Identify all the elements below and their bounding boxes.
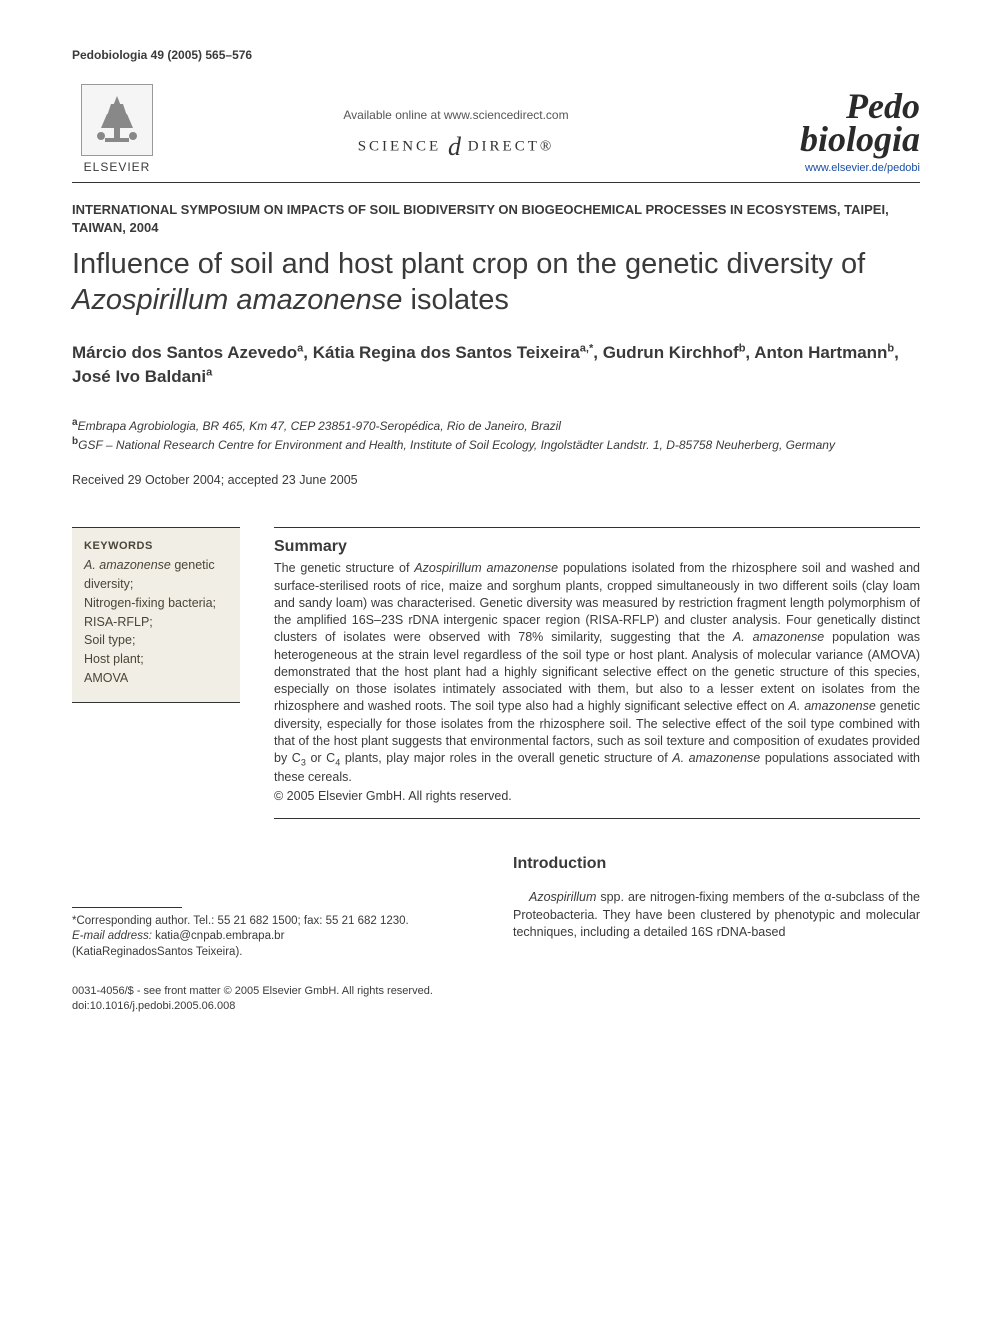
sd-pre: SCIENCE — [358, 138, 442, 154]
author-4-sup: b — [887, 342, 894, 354]
keywords-box: KEYWORDS A. amazonense genetic diversity… — [72, 527, 240, 702]
publisher-label: ELSEVIER — [84, 160, 151, 174]
summary-label: Summary — [274, 538, 920, 556]
author-3: Gudrun Kirchhof — [603, 343, 739, 362]
authors-line: Márcio dos Santos Azevedoa, Kátia Regina… — [72, 341, 920, 390]
author-3-sup: b — [739, 342, 746, 354]
intro-heading: Introduction — [513, 853, 920, 875]
intro-text: Azospirillum spp. are nitrogen-fixing me… — [513, 889, 920, 942]
footer-line1: 0031-4056/$ - see front matter © 2005 El… — [72, 984, 920, 999]
aff-a: Embrapa Agrobiologia, BR 465, Km 47, CEP… — [78, 419, 561, 433]
footnote-email-name: (KatiaReginadosSantos Teixeira). — [72, 945, 479, 961]
footer-line2: doi:10.1016/j.pedobi.2005.06.008 — [72, 999, 920, 1014]
summary-block: Summary The genetic structure of Azospir… — [274, 527, 920, 818]
aff-b: GSF – National Research Centre for Envir… — [78, 438, 835, 452]
journal-link[interactable]: www.elsevier.de/pedobi — [750, 162, 920, 174]
footnote-email-line: E-mail address: katia@cnpab.embrapa.br — [72, 929, 479, 945]
abstract-row: KEYWORDS A. amazonense genetic diversity… — [72, 527, 920, 818]
author-5: José Ivo Baldani — [72, 367, 206, 386]
two-col: *Corresponding author. Tel.: 55 21 682 1… — [72, 853, 920, 961]
publisher-block: ELSEVIER — [72, 84, 162, 174]
dates-line: Received 29 October 2004; accepted 23 Ju… — [72, 473, 920, 487]
author-2: Kátia Regina dos Santos Teixeira — [313, 343, 580, 362]
footer: 0031-4056/$ - see front matter © 2005 El… — [72, 984, 920, 1014]
footnote-email[interactable]: katia@cnpab.embrapa.br — [155, 930, 284, 942]
journal-block: Pedo biologia www.elsevier.de/pedobi — [750, 90, 920, 174]
author-1: Márcio dos Santos Azevedo — [72, 343, 297, 362]
keywords-label: KEYWORDS — [84, 540, 228, 552]
title-pre: Influence of soil and host plant crop on… — [72, 248, 865, 280]
symposium-line: INTERNATIONAL SYMPOSIUM ON IMPACTS OF SO… — [72, 201, 920, 236]
science-direct-logo: SCIENCE d DIRECT® — [162, 132, 750, 162]
title-species: Azospirillum amazonense — [72, 284, 402, 316]
elsevier-tree-icon — [81, 84, 153, 156]
header-rule — [72, 182, 920, 183]
center-block: Available online at www.sciencedirect.co… — [162, 108, 750, 174]
footnote-email-label: E-mail address: — [72, 930, 152, 942]
summary-copyright: © 2005 Elsevier GmbH. All rights reserve… — [274, 788, 920, 805]
journal-title: Pedo biologia — [750, 90, 920, 156]
header-citation: Pedobiologia 49 (2005) 565–576 — [72, 48, 920, 62]
author-5-sup: a — [206, 367, 212, 379]
author-4: Anton Hartmann — [754, 343, 887, 362]
title-post: isolates — [402, 284, 508, 316]
right-col: Introduction Azospirillum spp. are nitro… — [513, 853, 920, 961]
summary-text: The genetic structure of Azospirillum am… — [274, 560, 920, 786]
author-1-sup: a — [297, 342, 303, 354]
affiliations: aEmbrapa Agrobiologia, BR 465, Km 47, CE… — [72, 416, 920, 454]
journal-line2: biologia — [800, 119, 920, 159]
footnote: *Corresponding author. Tel.: 55 21 682 1… — [72, 914, 479, 961]
footnote-corresponding: *Corresponding author. Tel.: 55 21 682 1… — [72, 914, 479, 930]
article-title: Influence of soil and host plant crop on… — [72, 246, 920, 319]
author-2-sup: a,* — [580, 342, 593, 354]
available-online-text: Available online at www.sciencedirect.co… — [162, 108, 750, 122]
sd-at-icon: d — [448, 132, 461, 161]
footnote-rule — [72, 907, 182, 908]
left-col: *Corresponding author. Tel.: 55 21 682 1… — [72, 853, 479, 961]
keywords-list: A. amazonense genetic diversity;Nitrogen… — [84, 556, 228, 687]
header-row: ELSEVIER Available online at www.science… — [72, 84, 920, 174]
sd-post: DIRECT® — [468, 138, 555, 154]
